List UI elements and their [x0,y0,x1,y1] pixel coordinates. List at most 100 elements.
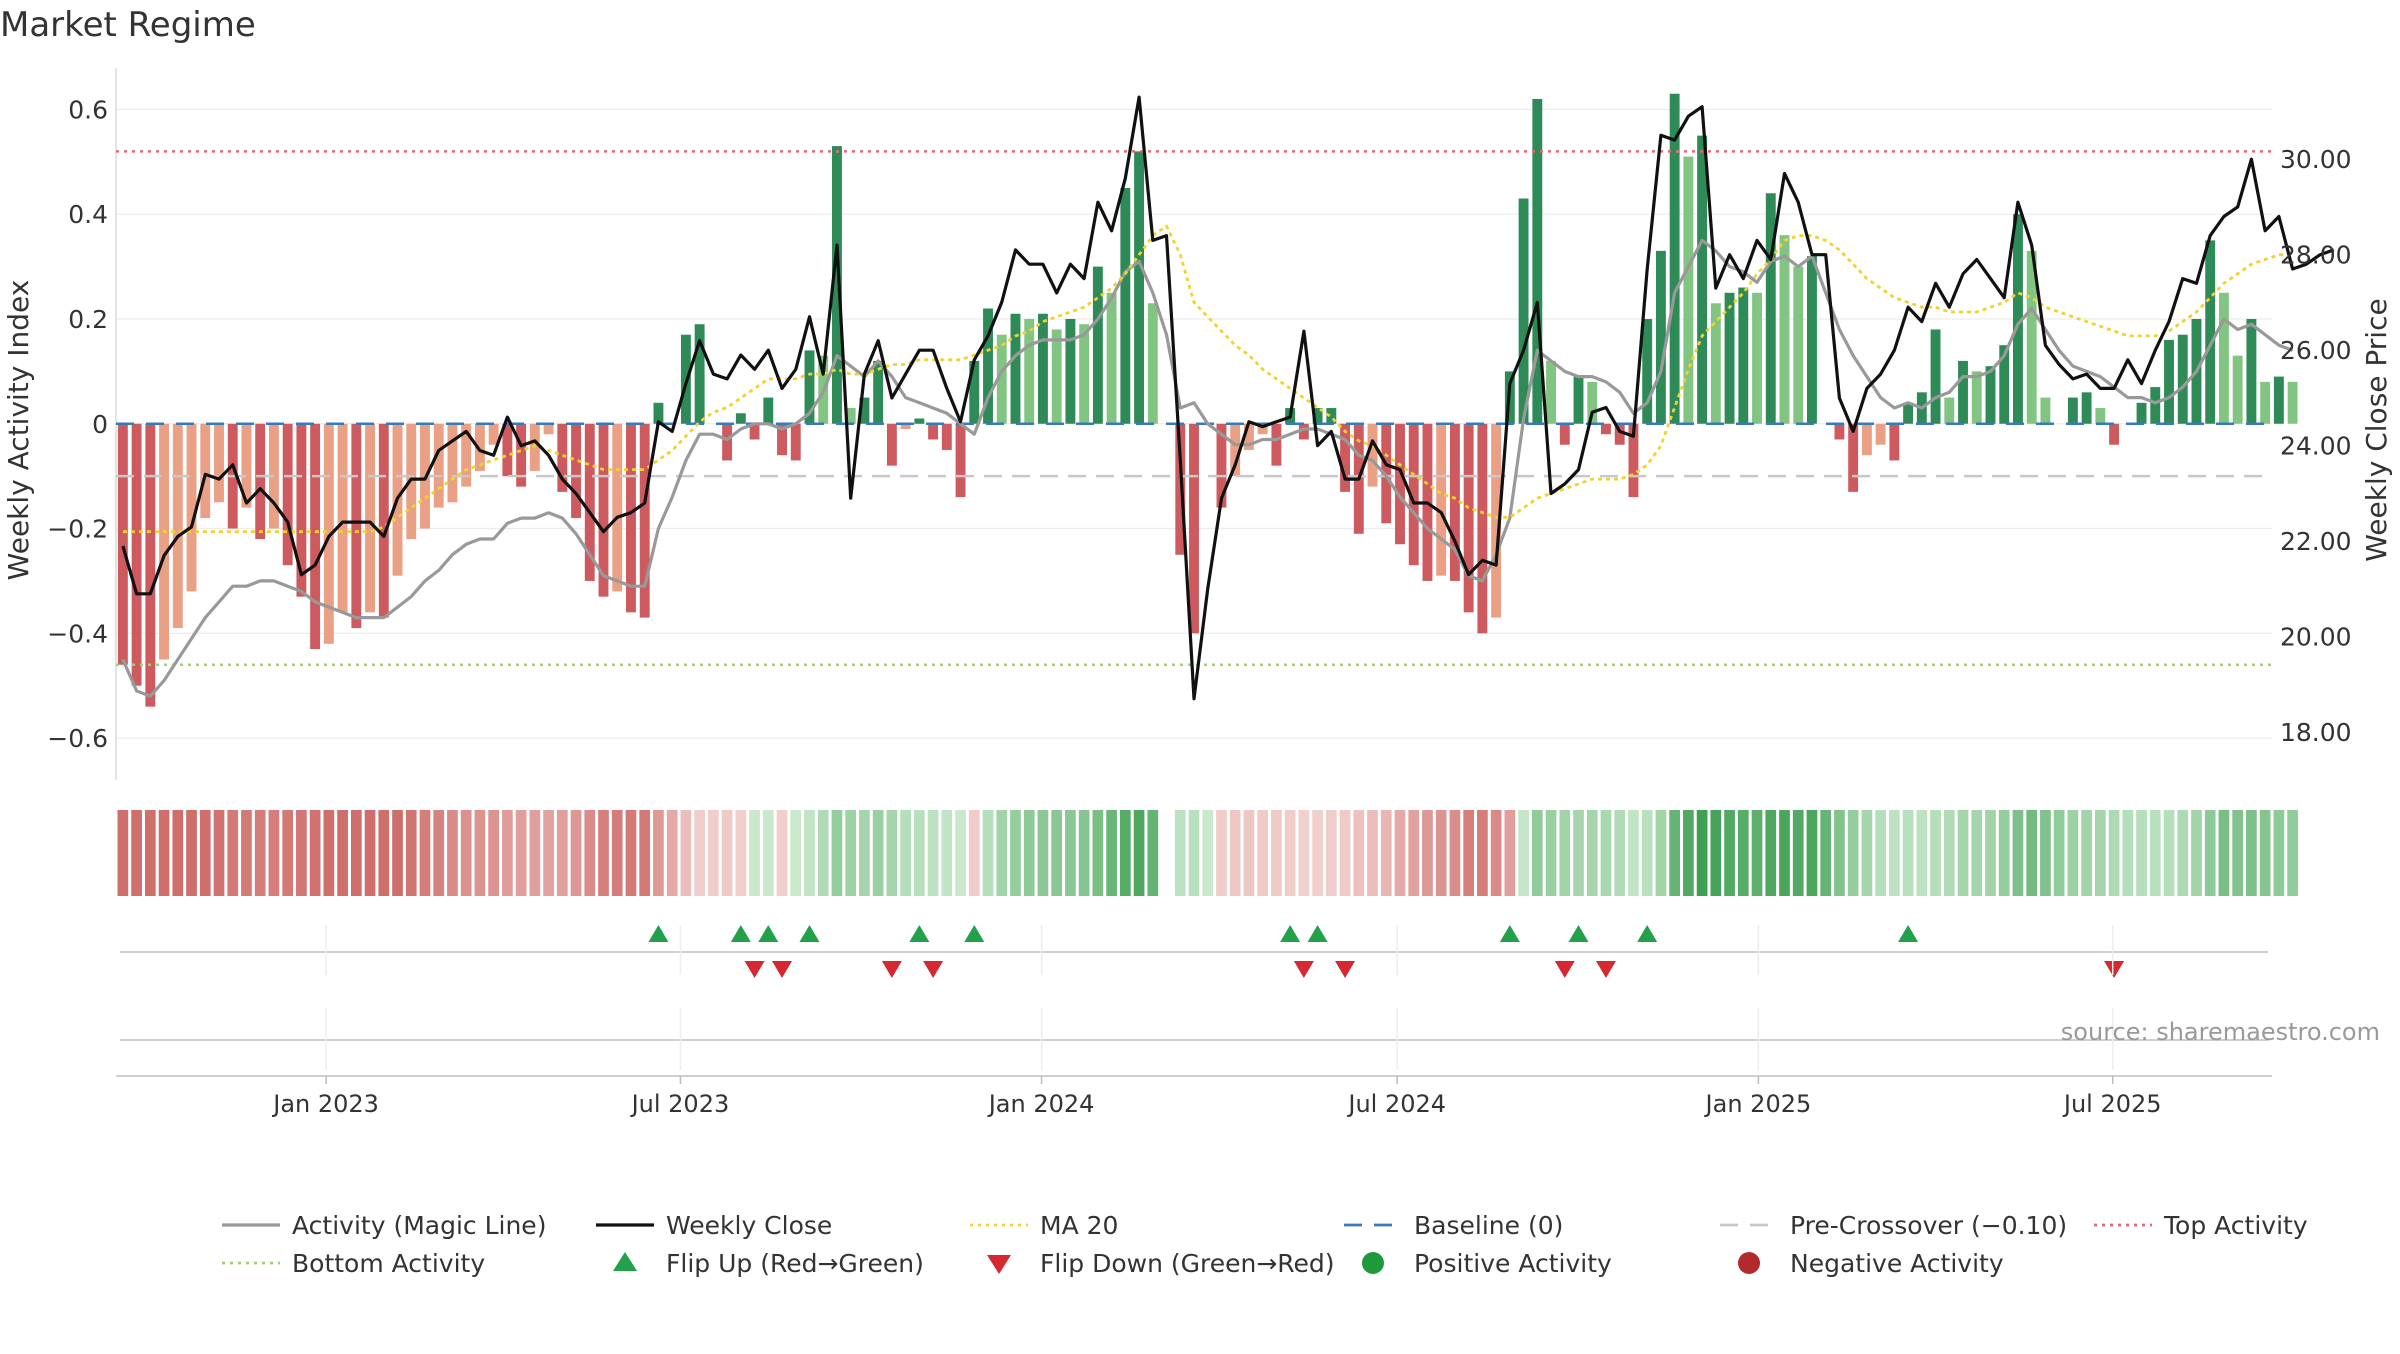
regime-cell-136 [1985,810,1996,896]
legend: Activity (Magic Line) Weekly Close MA 20 Ba… [222,1211,2308,1278]
activity-bar-93 [1395,423,1405,545]
activity-bar-33 [571,423,581,519]
regime-cell-81 [1229,810,1241,896]
legend-item-10: Negative Activity [1738,1249,2004,1278]
regime-cell-71 [1092,810,1104,896]
activity-bar-158 [2287,381,2298,424]
regime-cell-129 [1889,810,1900,896]
activity-bar-54 [859,397,870,424]
legend-label-10: Negative Activity [1790,1249,2004,1278]
activity-bar-149 [2164,339,2174,424]
activity-bar-106 [1573,376,1584,424]
right-tick-label-2: 22.00 [2280,527,2352,556]
regime-cell-85 [1284,810,1296,896]
activity-bar-1 [131,423,142,686]
regime-cell-149 [2163,810,2175,896]
regime-cell-119 [1751,810,1763,896]
activity-bar-57 [900,423,911,429]
regime-cell-95 [1422,810,1433,896]
regime-cell-131 [1916,810,1928,896]
activity-bar-45 [735,413,746,424]
activity-bar-39 [653,402,664,424]
activity-bar-148 [2150,387,2161,424]
activity-bar-83 [1257,423,1268,435]
left-tick-label-2: −0.2 [47,515,108,544]
legend-item-1: Weekly Close [596,1211,832,1240]
activity-bar-67 [1037,313,1048,424]
activity-bar-138 [2013,214,2023,424]
x-tick-label-2: Jan 2024 [987,1090,1095,1118]
right-tick-label-4: 26.00 [2280,336,2352,365]
activity-bar-50 [804,350,815,424]
regime-cell-53 [845,810,857,896]
legend-label-9: Positive Activity [1414,1249,1612,1278]
legend-label-7: Flip Up (Red→Green) [666,1249,924,1278]
activity-bar-3 [159,423,170,660]
regime-cell-77 [1174,810,1186,896]
activity-bar-153 [2218,292,2229,424]
activity-bar-59 [928,423,939,440]
regime-cell-125 [1834,810,1845,896]
regime-cell-37 [625,810,637,896]
activity-bar-63 [983,308,993,424]
regime-cell-78 [1188,810,1200,896]
right-tick-label-5: 28.00 [2280,241,2352,270]
regime-cell-38 [639,810,651,896]
activity-bar-18 [365,423,375,613]
x-tick-label-1: Jul 2023 [630,1090,730,1118]
activity-bar-53 [845,408,856,424]
regime-cell-117 [1724,810,1735,896]
activity-bar-75 [1147,303,1158,424]
activity-bar-103 [1532,98,1543,424]
x-tick-label-5: Jul 2025 [2062,1090,2162,1118]
regime-cell-31 [543,810,554,896]
activity-bar-110 [1628,423,1639,498]
activity-bar-9 [241,423,252,508]
legend-item-8: Flip Down (Green→Red) [987,1249,1335,1278]
activity-bar-26 [474,423,485,471]
regime-cell-30 [529,810,541,896]
regime-cell-24 [447,810,458,896]
regime-cell-87 [1312,810,1323,896]
regime-cell-33 [570,810,582,896]
flip-down-marker-6 [1554,961,1575,978]
regime-cell-17 [350,810,362,896]
activity-bar-130 [1903,402,1914,424]
regime-cell-147 [2136,810,2147,896]
activity-bar-145 [2109,423,2120,445]
activity-bar-19 [378,423,389,618]
regime-cell-68 [1051,810,1063,896]
legend-item-9: Positive Activity [1362,1249,1612,1278]
regime-cell-137 [1998,810,2010,896]
legend-swatch-7 [613,1252,637,1271]
regime-cell-44 [721,810,733,896]
activity-bar-64 [996,334,1007,424]
activity-bar-70 [1079,324,1090,424]
regime-cell-113 [1669,810,1680,896]
activity-bar-89 [1340,423,1351,492]
activity-bar-99 [1477,423,1488,634]
regime-cell-105 [1559,810,1571,896]
regime-cell-52 [831,810,843,896]
legend-item-2: MA 20 [970,1211,1118,1240]
regime-cell-109 [1614,810,1626,896]
activity-bar-68 [1051,329,1062,424]
regime-cell-116 [1710,810,1722,896]
activity-bar-7 [214,423,224,503]
regime-cell-60 [941,810,953,896]
regime-cell-157 [2273,810,2285,896]
regime-cell-153 [2218,810,2230,896]
regime-cell-133 [1943,810,1955,896]
activity-bar-69 [1065,318,1076,424]
activity-bar-137 [1999,345,2010,424]
activity-bar-56 [886,423,897,466]
legend-item-3: Baseline (0) [1344,1211,1563,1240]
flip-up-marker-9 [1568,925,1589,942]
activity-bar-128 [1875,423,1886,445]
activity-bar-136 [1985,366,1996,424]
regime-cell-123 [1806,810,1818,896]
regime-cell-57 [900,810,911,896]
activity-bar-104 [1546,360,1556,424]
activity-bar-140 [2040,397,2051,424]
x-tick-label-4: Jan 2025 [1704,1090,1812,1118]
